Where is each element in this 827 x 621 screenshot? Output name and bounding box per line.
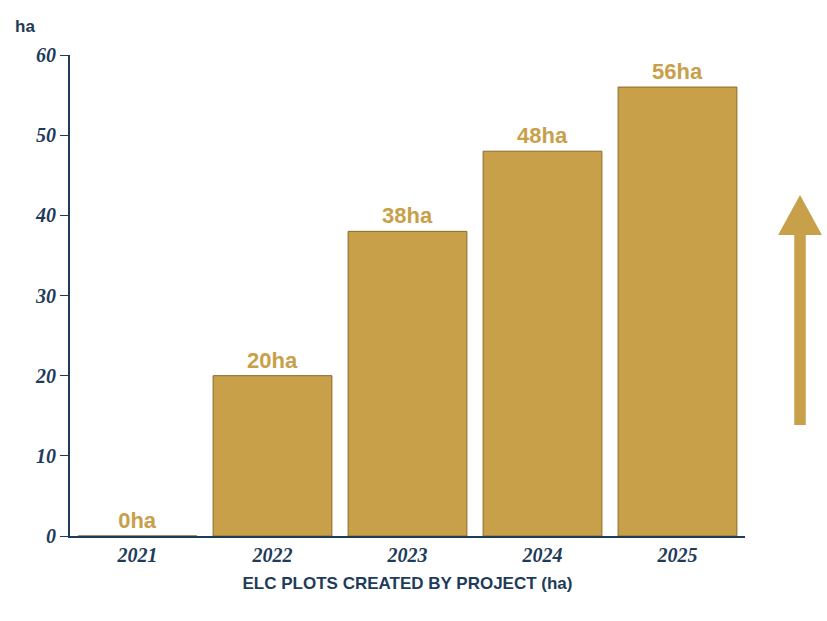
svg-text:2022: 2022 <box>252 544 293 566</box>
svg-text:2023: 2023 <box>387 544 428 566</box>
svg-text:50: 50 <box>36 124 56 146</box>
svg-text:0ha: 0ha <box>118 508 157 533</box>
svg-text:0: 0 <box>46 525 56 547</box>
svg-text:2024: 2024 <box>522 544 563 566</box>
svg-text:48ha: 48ha <box>517 123 568 148</box>
svg-text:ha: ha <box>15 17 35 36</box>
svg-text:60: 60 <box>36 44 56 66</box>
svg-text:2021: 2021 <box>117 544 158 566</box>
svg-text:20: 20 <box>35 365 56 387</box>
svg-text:2025: 2025 <box>657 544 698 566</box>
svg-text:20ha: 20ha <box>247 348 298 373</box>
svg-text:40: 40 <box>35 204 56 226</box>
svg-text:10: 10 <box>36 445 56 467</box>
svg-text:30: 30 <box>35 285 56 307</box>
svg-text:ELC PLOTS CREATED BY PROJECT (: ELC PLOTS CREATED BY PROJECT (ha) <box>243 574 573 593</box>
svg-text:56ha: 56ha <box>652 59 703 84</box>
svg-text:38ha: 38ha <box>382 203 433 228</box>
